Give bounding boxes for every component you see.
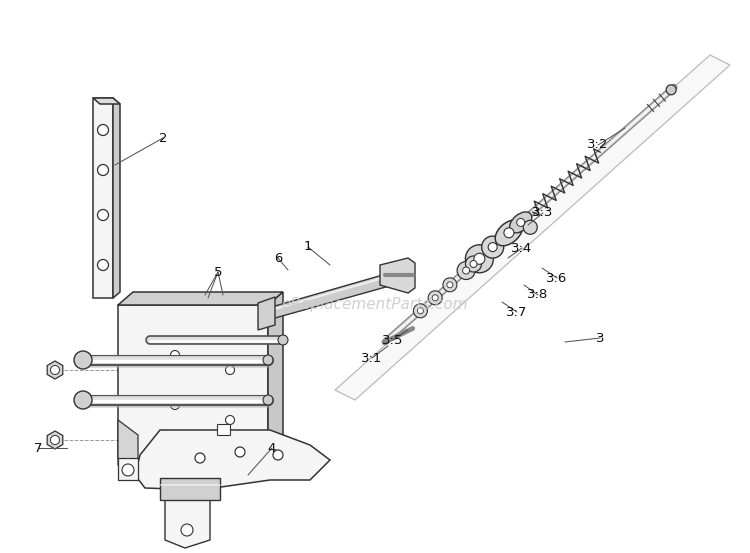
Text: 2: 2 <box>159 132 167 144</box>
Circle shape <box>470 260 477 268</box>
Circle shape <box>463 267 470 274</box>
Circle shape <box>50 436 59 445</box>
Text: 4: 4 <box>268 441 276 455</box>
Polygon shape <box>118 305 268 458</box>
Ellipse shape <box>495 220 523 246</box>
Circle shape <box>418 308 424 314</box>
Circle shape <box>413 304 428 318</box>
Circle shape <box>457 262 476 279</box>
Text: eReplacementParts.com: eReplacementParts.com <box>282 298 468 312</box>
Polygon shape <box>93 98 120 104</box>
Circle shape <box>666 85 676 95</box>
Circle shape <box>273 450 283 460</box>
Circle shape <box>428 291 442 305</box>
Circle shape <box>195 453 205 463</box>
Circle shape <box>466 245 494 273</box>
Text: 3:2: 3:2 <box>587 138 609 152</box>
Circle shape <box>278 335 288 345</box>
Text: 1: 1 <box>304 241 312 253</box>
Circle shape <box>170 400 179 410</box>
Text: 3:5: 3:5 <box>382 333 404 347</box>
Circle shape <box>226 366 235 374</box>
Circle shape <box>482 236 504 258</box>
Polygon shape <box>47 431 63 449</box>
Circle shape <box>98 259 109 270</box>
Circle shape <box>524 220 537 234</box>
Circle shape <box>517 218 525 226</box>
Polygon shape <box>118 458 138 480</box>
Text: 3:1: 3:1 <box>362 352 382 364</box>
Circle shape <box>98 164 109 175</box>
Circle shape <box>263 395 273 405</box>
Text: 6: 6 <box>274 252 282 264</box>
Circle shape <box>122 464 134 476</box>
Circle shape <box>74 391 92 409</box>
Text: 3:4: 3:4 <box>512 242 532 254</box>
Text: 3:6: 3:6 <box>546 272 568 284</box>
Circle shape <box>98 124 109 135</box>
Circle shape <box>263 355 273 365</box>
Polygon shape <box>135 430 330 490</box>
Circle shape <box>74 351 92 369</box>
Polygon shape <box>268 270 400 320</box>
FancyBboxPatch shape <box>217 425 230 436</box>
Polygon shape <box>160 478 220 500</box>
Polygon shape <box>93 98 113 298</box>
Polygon shape <box>268 292 283 458</box>
Ellipse shape <box>509 212 532 233</box>
Text: 3:3: 3:3 <box>532 206 554 220</box>
Circle shape <box>181 524 193 536</box>
Circle shape <box>488 243 497 252</box>
Polygon shape <box>335 55 730 400</box>
Circle shape <box>474 253 485 264</box>
Polygon shape <box>118 292 283 305</box>
Text: 3: 3 <box>596 331 604 345</box>
Circle shape <box>98 210 109 221</box>
Circle shape <box>226 415 235 425</box>
Polygon shape <box>113 98 120 298</box>
Text: 3:7: 3:7 <box>506 305 528 319</box>
Text: 5: 5 <box>214 265 222 279</box>
Circle shape <box>432 295 438 301</box>
Polygon shape <box>118 420 138 480</box>
Circle shape <box>447 282 453 288</box>
Polygon shape <box>165 495 210 548</box>
Circle shape <box>443 278 457 292</box>
Circle shape <box>50 366 59 374</box>
Polygon shape <box>380 258 415 293</box>
Circle shape <box>504 228 514 238</box>
Circle shape <box>235 447 245 457</box>
Polygon shape <box>258 297 275 330</box>
Circle shape <box>466 256 482 272</box>
Text: 7: 7 <box>34 441 42 455</box>
Text: 3:8: 3:8 <box>527 289 548 301</box>
Circle shape <box>170 351 179 359</box>
Polygon shape <box>47 361 63 379</box>
